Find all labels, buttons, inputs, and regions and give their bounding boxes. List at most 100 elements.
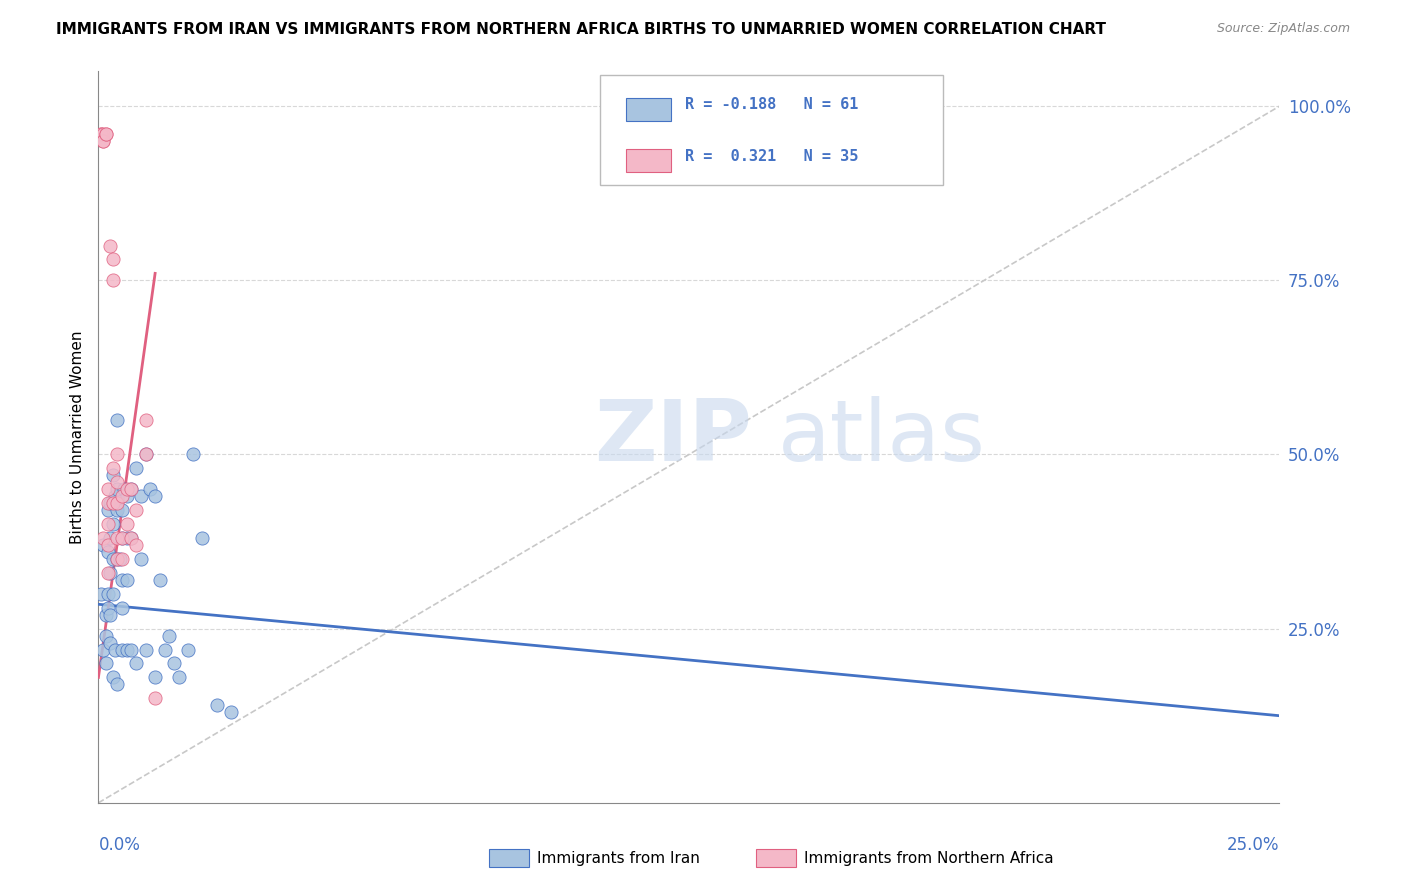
- Point: [98, 496, 121, 510]
- Point: [101, 273, 124, 287]
- Point: [105, 475, 128, 490]
- Point: [97, 600, 120, 615]
- Point: [135, 448, 157, 462]
- Point: [177, 642, 200, 657]
- Point: [94, 657, 117, 671]
- Point: [205, 698, 228, 713]
- Point: [105, 531, 128, 545]
- Point: [111, 642, 134, 657]
- Point: [105, 503, 128, 517]
- Point: [129, 489, 152, 503]
- Point: [111, 489, 134, 503]
- Point: [121, 642, 143, 657]
- Point: [101, 517, 124, 532]
- Text: R =  0.321   N = 35: R = 0.321 N = 35: [685, 149, 859, 163]
- Text: 0.0%: 0.0%: [98, 836, 141, 854]
- Point: [111, 600, 134, 615]
- Text: atlas: atlas: [778, 395, 986, 479]
- Point: [97, 587, 120, 601]
- Point: [94, 629, 117, 643]
- Point: [112, 483, 135, 497]
- Point: [91, 642, 114, 657]
- Point: [121, 531, 143, 545]
- Point: [167, 670, 190, 684]
- Point: [105, 496, 128, 510]
- Point: [125, 503, 148, 517]
- FancyBboxPatch shape: [600, 75, 943, 185]
- Point: [139, 483, 162, 497]
- Point: [157, 629, 180, 643]
- Point: [111, 573, 134, 587]
- Point: [91, 127, 114, 141]
- Point: [97, 503, 120, 517]
- Point: [91, 538, 114, 552]
- Text: IMMIGRANTS FROM IRAN VS IMMIGRANTS FROM NORTHERN AFRICA BIRTHS TO UNMARRIED WOME: IMMIGRANTS FROM IRAN VS IMMIGRANTS FROM …: [56, 22, 1107, 37]
- Point: [181, 448, 204, 462]
- Point: [90, 127, 112, 141]
- Point: [115, 642, 138, 657]
- Point: [101, 496, 124, 510]
- Point: [97, 538, 120, 552]
- FancyBboxPatch shape: [626, 149, 671, 172]
- Point: [111, 503, 134, 517]
- Point: [101, 468, 124, 483]
- Point: [149, 573, 172, 587]
- Point: [125, 538, 148, 552]
- Point: [101, 552, 124, 566]
- Text: Source: ZipAtlas.com: Source: ZipAtlas.com: [1216, 22, 1350, 36]
- Point: [111, 552, 134, 566]
- Point: [105, 552, 128, 566]
- Point: [105, 552, 128, 566]
- Point: [101, 252, 124, 267]
- Point: [108, 552, 131, 566]
- Point: [219, 705, 242, 719]
- Point: [115, 573, 138, 587]
- Point: [97, 483, 120, 497]
- Point: [135, 412, 157, 426]
- Point: [104, 489, 127, 503]
- Point: [105, 412, 128, 426]
- Point: [115, 517, 138, 532]
- Point: [90, 587, 112, 601]
- Point: [105, 677, 128, 691]
- Point: [104, 642, 127, 657]
- Point: [191, 531, 214, 545]
- Point: [121, 531, 143, 545]
- Point: [97, 566, 120, 580]
- Text: ZIP: ZIP: [595, 395, 752, 479]
- Point: [90, 127, 112, 141]
- Point: [115, 483, 138, 497]
- Point: [98, 566, 121, 580]
- Text: Immigrants from Northern Africa: Immigrants from Northern Africa: [804, 851, 1054, 865]
- Text: 25.0%: 25.0%: [1227, 836, 1279, 854]
- Point: [163, 657, 186, 671]
- Point: [135, 642, 157, 657]
- Point: [101, 461, 124, 475]
- Point: [94, 607, 117, 622]
- Point: [98, 531, 121, 545]
- Point: [125, 461, 148, 475]
- Point: [101, 496, 124, 510]
- Point: [105, 483, 128, 497]
- Point: [97, 496, 120, 510]
- Text: Immigrants from Iran: Immigrants from Iran: [537, 851, 700, 865]
- Point: [125, 657, 148, 671]
- Point: [111, 531, 134, 545]
- Point: [91, 134, 114, 148]
- Point: [94, 127, 117, 141]
- Point: [121, 483, 143, 497]
- Point: [115, 531, 138, 545]
- Point: [98, 635, 121, 649]
- Point: [115, 489, 138, 503]
- Point: [91, 134, 114, 148]
- Point: [98, 238, 121, 252]
- Point: [153, 642, 176, 657]
- Point: [111, 531, 134, 545]
- Point: [143, 489, 166, 503]
- Point: [98, 607, 121, 622]
- FancyBboxPatch shape: [626, 98, 671, 121]
- Point: [101, 587, 124, 601]
- Point: [129, 552, 152, 566]
- Point: [94, 127, 117, 141]
- Point: [121, 483, 143, 497]
